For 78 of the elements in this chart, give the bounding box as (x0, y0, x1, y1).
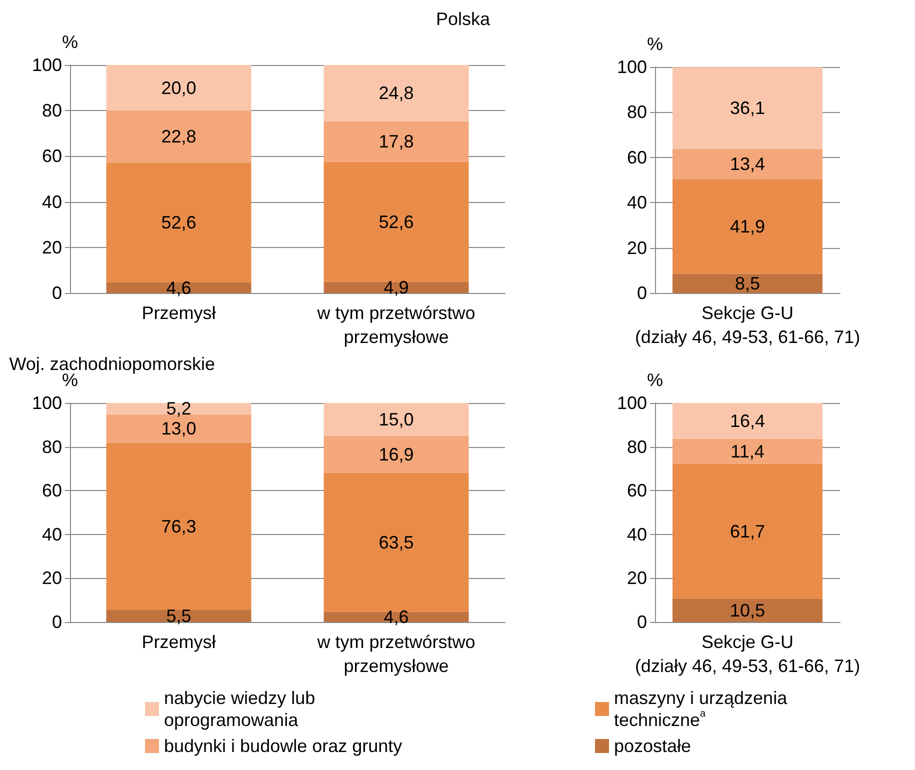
chart-title: Polska (436, 9, 491, 29)
bar (324, 121, 469, 162)
y-tick-label: 40 (42, 524, 62, 544)
data-label: 10,5 (730, 600, 766, 621)
legend-label: pozostałe (614, 736, 692, 756)
bar (672, 438, 822, 464)
y-tick-label: 0 (636, 612, 647, 632)
data-label: 52,6 (161, 212, 196, 233)
bar (106, 65, 252, 111)
bar (106, 162, 252, 283)
y-tick-label: 60 (42, 146, 62, 166)
data-label: 4,9 (384, 277, 409, 298)
data-label: 15,0 (378, 409, 414, 430)
y-tick-label: 80 (42, 436, 62, 457)
data-label: 8,5 (734, 273, 760, 294)
bar (324, 162, 469, 282)
y-tick-label: 80 (626, 436, 647, 457)
bar (324, 65, 469, 122)
bar (672, 148, 822, 180)
data-label: 24,8 (378, 83, 414, 104)
x-tick-label: Sekcje G-U (działy 46, 49-53, 61-66, 71) (634, 303, 860, 347)
y-tick-label: 100 (32, 393, 62, 413)
x-tick-label: Sekcje G-U (działy 46, 49-53, 61-66, 71) (634, 632, 860, 676)
bar (106, 442, 252, 610)
bar (672, 274, 822, 293)
bar (672, 464, 822, 600)
y-axis-title: % (62, 32, 78, 52)
x-tick-label: w tym przetwórstwo przemysłowe (316, 632, 476, 676)
y-tick-label: 60 (626, 147, 647, 168)
data-label: 36,1 (730, 98, 766, 118)
y-tick-label: 0 (52, 283, 62, 303)
y-tick-label: 0 (636, 283, 647, 303)
y-tick-label: 20 (42, 237, 62, 258)
y-tick-label: 80 (626, 102, 647, 122)
x-tick-label: Przemysł (142, 632, 216, 652)
bar (672, 67, 822, 149)
y-tick-label: 100 (616, 393, 647, 413)
data-label: 13,4 (730, 154, 766, 174)
bar (324, 472, 469, 612)
bar (672, 179, 822, 274)
y-tick-label: 0 (52, 612, 62, 632)
data-label: 13,0 (161, 418, 196, 439)
data-label: 20,0 (161, 78, 196, 98)
y-tick-label: 100 (616, 57, 647, 77)
y-axis-title: % (646, 370, 664, 390)
bar (672, 599, 822, 622)
data-label: 41,9 (730, 216, 766, 236)
y-tick-label: 20 (626, 238, 647, 258)
y-tick-label: 40 (626, 192, 647, 213)
x-tick-label: Przemysł (142, 303, 216, 323)
y-tick-label: 80 (42, 100, 62, 121)
data-label: 22,8 (161, 126, 196, 147)
data-label: 16,4 (730, 410, 766, 431)
y-tick-label: 20 (626, 568, 647, 588)
y-axis-title: % (646, 34, 664, 54)
data-label: 76,3 (161, 516, 196, 536)
data-label: 4,6 (384, 606, 409, 627)
data-label: 63,5 (378, 532, 414, 552)
data-label: 4,6 (166, 278, 192, 298)
data-label: 11,4 (730, 441, 764, 462)
data-label: 61,7 (730, 521, 766, 542)
bar (672, 403, 822, 439)
y-tick-label: 20 (42, 568, 62, 588)
bar (106, 110, 252, 163)
y-tick-label: 100 (32, 55, 62, 75)
y-tick-label: 60 (626, 480, 647, 501)
data-label: 52,6 (378, 212, 414, 232)
x-tick-label: w tym przetwórstwo przemysłowe (316, 303, 476, 347)
y-tick-label: 40 (42, 192, 62, 212)
data-label: 5,5 (166, 606, 192, 626)
y-tick-label: 40 (626, 524, 647, 544)
data-label: 17,8 (378, 132, 414, 152)
legend-label: budynki i budowle oraz grunty (164, 736, 402, 756)
y-tick-label: 60 (42, 480, 62, 501)
data-label: 5,2 (166, 398, 192, 419)
data-label: 16,9 (378, 444, 414, 464)
bar (324, 403, 469, 436)
bar (324, 436, 469, 473)
